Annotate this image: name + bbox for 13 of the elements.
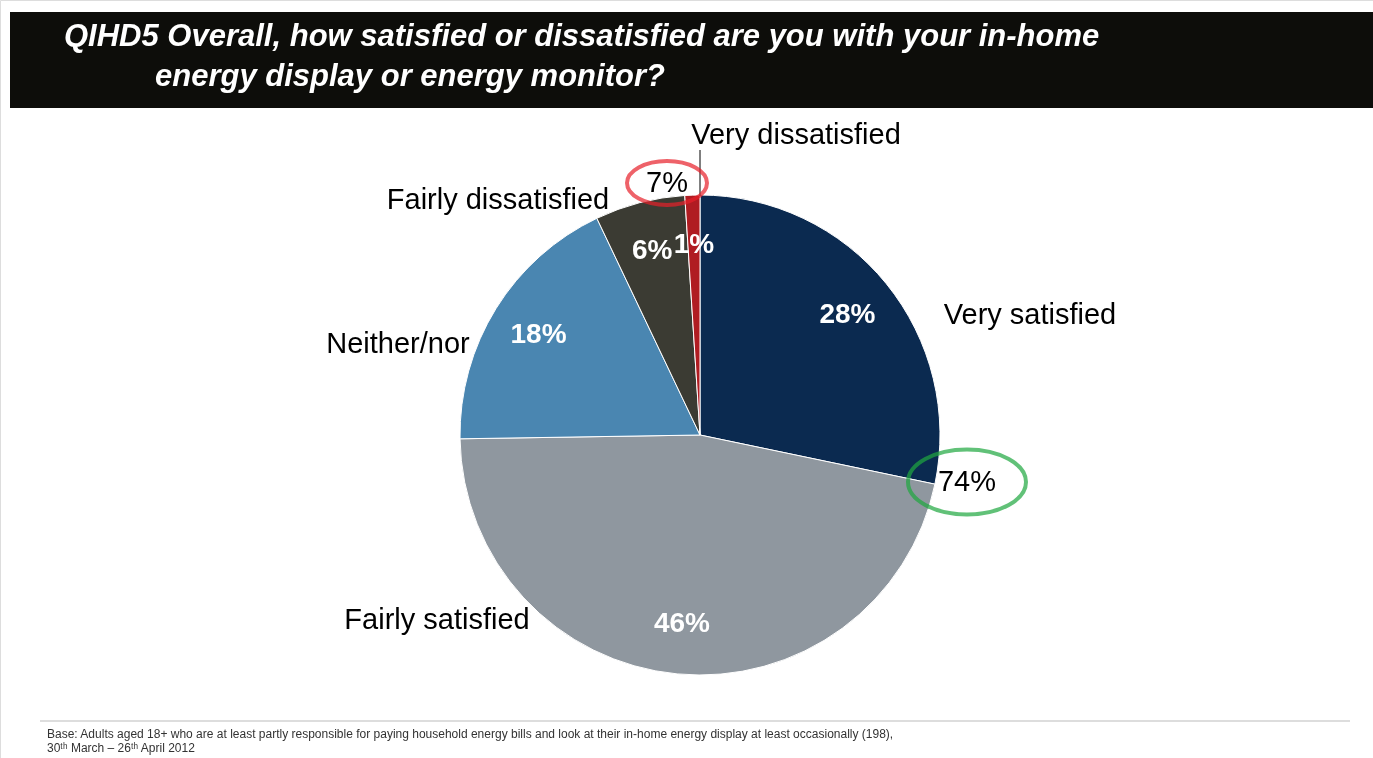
slice-label: Neither/nor	[326, 327, 471, 359]
data-label: 46%	[653, 607, 711, 639]
slice-label: Very satisfied	[943, 298, 1117, 330]
data-label: 28%	[819, 298, 876, 330]
slice-label: Very dissatisfied	[691, 118, 901, 150]
slice-label: Fairly satisfied	[344, 603, 530, 635]
slice-label: Fairly dissatisfied	[386, 183, 610, 215]
text: 7%	[646, 166, 688, 198]
text: 74%	[937, 465, 997, 497]
chart-title: QIHD5 Overall, how satisfied or dissatisfied are you with your in-home energy display or energy monitor?	[64, 18, 1100, 93]
text: Base: Adults aged 18+ who are at least partly responsible for paying household energy bills and look at their in-home energy display at least occasionally (198), 30ᵗʰ March – 26ᵗʰ April 2012	[47, 727, 894, 755]
data-label: 6%	[632, 234, 673, 266]
data-label: 18%	[510, 317, 567, 349]
